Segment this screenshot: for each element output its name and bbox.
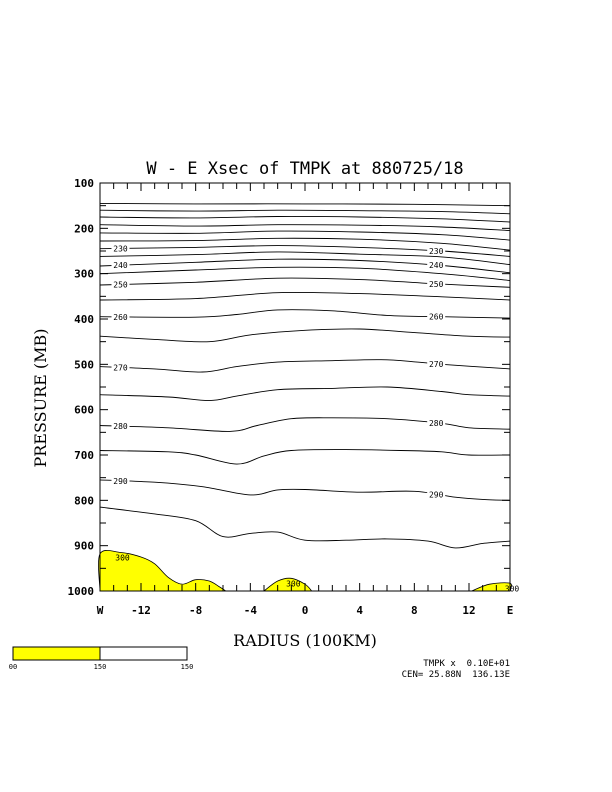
color-bar-segment-fill xyxy=(12,646,101,661)
y-tick-label: 200 xyxy=(74,222,94,235)
isotherm-label: 240 xyxy=(429,261,444,270)
isotherm-label-mask xyxy=(427,261,446,270)
warm-region-label: 300 xyxy=(505,584,520,593)
x-tick-labels: -12 -8 -4 0 4 8 12 xyxy=(131,604,476,617)
isotherm-label-mask xyxy=(427,312,446,321)
isotherm-235 xyxy=(99,251,511,266)
isotherm-label-mask xyxy=(427,490,446,499)
isotherm-255 xyxy=(99,291,511,301)
isotherm-label-mask xyxy=(427,359,446,368)
isotherm-205 xyxy=(99,209,511,215)
isotherm-285 xyxy=(99,449,511,465)
isotherm-label: 270 xyxy=(113,363,128,372)
color-bar-tick-label: 00 xyxy=(9,663,17,671)
isotherm-label: 260 xyxy=(113,313,128,322)
x-tick-label: 8 xyxy=(411,604,418,617)
isotherm-265 xyxy=(99,328,511,343)
isotherm-label: 250 xyxy=(113,280,128,289)
x-tick-label: -12 xyxy=(131,604,151,617)
chart-title: W - E Xsec of TMPK at 880725/18 xyxy=(146,159,463,179)
y-tick-labels: 100 200 300 400 500 600 700 800 900 1000 xyxy=(68,177,95,598)
x-axis-label: RADIUS (100KM) xyxy=(233,631,377,650)
isotherm-label: 230 xyxy=(113,244,128,253)
y-tick-label: 300 xyxy=(74,268,94,281)
x-end-label-east: E xyxy=(507,604,514,617)
y-tick-label: 900 xyxy=(74,540,94,553)
isotherm-220 xyxy=(99,230,511,241)
isotherm-label-mask xyxy=(111,261,130,270)
isotherm-label-mask xyxy=(111,280,130,289)
isotherm-label-mask xyxy=(111,476,130,485)
y-tick-label: 800 xyxy=(74,494,94,507)
isotherm-label: 230 xyxy=(429,247,444,256)
isotherm-labels: 300 300 300 230 230 240 240 250 250 260 260 270 270 2… xyxy=(111,244,520,593)
color-bar-tick-label: 150 xyxy=(181,663,194,671)
color-bar-tick-label: 150 xyxy=(94,663,107,671)
x-tick-label: -4 xyxy=(244,604,258,617)
footnote-scale: TMPK x 0.10E+01 xyxy=(423,659,510,669)
color-bar: 00 150 150 xyxy=(9,646,194,671)
isotherm-225 xyxy=(99,237,511,251)
isotherm-275 xyxy=(99,386,511,402)
warm-region-300 xyxy=(98,550,227,592)
warm-region-300 xyxy=(262,577,313,592)
footnote-center: CEN= 25.88N 136.13E xyxy=(402,670,510,680)
isotherm-230 xyxy=(99,245,511,257)
isotherm-label-mask xyxy=(111,363,130,372)
y-tick-label: 1000 xyxy=(68,585,95,598)
isotherm-295 xyxy=(99,506,511,549)
y-tick-label: 600 xyxy=(74,404,94,417)
x-tick-label: 0 xyxy=(302,604,309,617)
isotherm-280 xyxy=(99,417,511,432)
isotherm-210 xyxy=(99,216,511,223)
warm-region-label: 300 xyxy=(286,579,301,588)
isotherm-label-mask xyxy=(111,312,130,321)
isotherm-215 xyxy=(99,224,511,232)
isotherm-label: 260 xyxy=(429,313,444,322)
isotherm-label-mask xyxy=(111,244,130,253)
isotherm-245 xyxy=(99,266,511,281)
x-tick-label: 12 xyxy=(462,604,475,617)
isotherm-270 xyxy=(99,359,511,373)
isotherm-label: 280 xyxy=(113,422,128,431)
isotherm-lines xyxy=(99,202,511,549)
y-tick-label: 500 xyxy=(74,358,94,371)
y-tick-label: 100 xyxy=(74,177,94,190)
warm-region-label: 300 xyxy=(115,553,130,562)
isotherm-label-mask xyxy=(427,246,446,255)
isotherm-label: 270 xyxy=(429,360,444,369)
isotherm-label-mask xyxy=(427,279,446,288)
isotherm-label: 280 xyxy=(429,419,444,428)
isotherm-label: 240 xyxy=(113,261,128,270)
plot-frame xyxy=(99,182,511,592)
isotherm-label: 290 xyxy=(113,477,128,486)
isotherm-label-mask xyxy=(427,418,446,427)
warm-region-fills xyxy=(98,550,512,592)
isotherm-label-mask xyxy=(111,422,130,431)
isotherm-label: 290 xyxy=(429,490,444,499)
x-tick-label: -8 xyxy=(189,604,202,617)
isotherm-260 xyxy=(99,309,511,319)
y-tick-label: 700 xyxy=(74,449,94,462)
x-end-label-west: W xyxy=(97,604,104,617)
isotherm-250 xyxy=(99,277,511,288)
color-bar-segment-empty xyxy=(99,646,188,661)
warm-region-300 xyxy=(471,582,512,592)
y-axis-label: PRESSURE (MB) xyxy=(31,328,50,467)
y-tick-label: 400 xyxy=(74,313,94,326)
isotherm-240 xyxy=(99,258,511,274)
x-tick-label: 4 xyxy=(356,604,363,617)
isotherm-label: 250 xyxy=(429,280,444,289)
isotherm-200 xyxy=(99,202,511,207)
isotherm-290 xyxy=(99,479,511,501)
axis-ticks xyxy=(99,182,511,592)
